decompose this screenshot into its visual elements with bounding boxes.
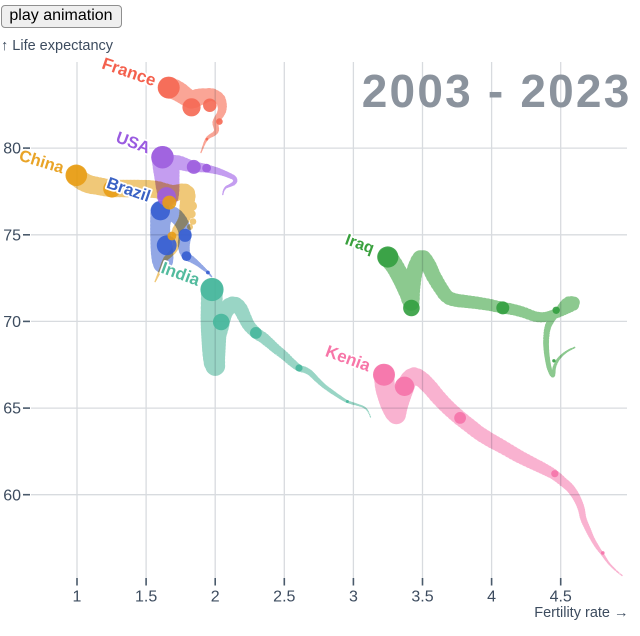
svg-text:75: 75 — [3, 227, 21, 244]
svg-text:Fertility rate →: Fertility rate → — [534, 605, 628, 621]
svg-text:60: 60 — [3, 487, 21, 504]
svg-text:Kenia: Kenia — [323, 342, 374, 376]
svg-text:1: 1 — [73, 589, 82, 606]
svg-text:65: 65 — [3, 401, 21, 418]
svg-text:4.5: 4.5 — [550, 589, 572, 606]
svg-text:2: 2 — [211, 589, 220, 606]
svg-text:1.5: 1.5 — [135, 589, 157, 606]
svg-text:Brazil: Brazil — [104, 174, 152, 206]
svg-text:2.5: 2.5 — [273, 589, 295, 606]
svg-text:70: 70 — [3, 314, 21, 331]
svg-text:4: 4 — [487, 589, 496, 606]
svg-text:3: 3 — [349, 589, 358, 606]
svg-text:2003 - 2023: 2003 - 2023 — [362, 65, 632, 117]
svg-text:3.5: 3.5 — [411, 589, 433, 606]
svg-text:France: France — [100, 54, 159, 90]
svg-text:↑ Life expectancy: ↑ Life expectancy — [1, 38, 114, 54]
svg-text:80: 80 — [3, 141, 21, 158]
svg-text:China: China — [17, 147, 67, 178]
